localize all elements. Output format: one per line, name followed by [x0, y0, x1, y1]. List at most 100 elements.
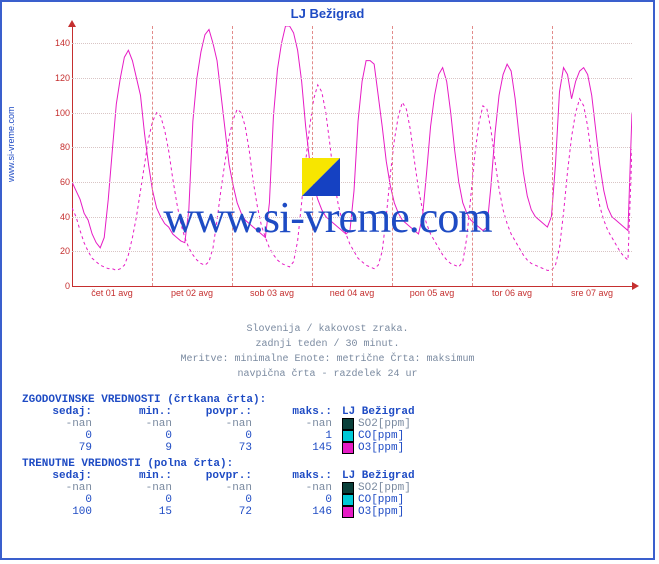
- table-cell: 0: [22, 494, 102, 506]
- table-row: 0000CO[ppm]: [22, 494, 415, 506]
- table-cell: 15: [102, 506, 182, 518]
- gridline-h: [72, 217, 632, 218]
- table-cell: 145: [262, 442, 342, 454]
- table-cell: 73: [182, 442, 262, 454]
- table-cell: 0: [102, 494, 182, 506]
- series-name-cell: CO[ppm]: [342, 430, 404, 442]
- series-label: SO2[ppm]: [358, 482, 411, 494]
- table-cell: -nan: [102, 482, 182, 494]
- chart-frame: LJ Bežigrad www.si-vreme.com 02040608010…: [0, 0, 655, 560]
- table-cell: -nan: [262, 418, 342, 430]
- y-tick-label: 80: [48, 142, 70, 152]
- y-tick-label: 0: [48, 281, 70, 291]
- series-name-cell: SO2[ppm]: [342, 418, 411, 430]
- caption-line: zadnji teden / 30 minut.: [2, 337, 653, 352]
- series-swatch-icon: [342, 482, 354, 494]
- series-name-cell: SO2[ppm]: [342, 482, 411, 494]
- table-cell: -nan: [182, 482, 262, 494]
- table-cell: -nan: [182, 418, 262, 430]
- x-tick-label: ned 04 avg: [330, 288, 375, 298]
- table-header-cell: sedaj:: [22, 406, 102, 418]
- table-header-cell: sedaj:: [22, 470, 102, 482]
- table-cell: 146: [262, 506, 342, 518]
- gridline-v: [392, 26, 393, 286]
- series-label: CO[ppm]: [358, 494, 404, 506]
- series-swatch-icon: [342, 494, 354, 506]
- plot-area: [72, 26, 632, 286]
- caption-line: navpična črta - razdelek 24 ur: [2, 367, 653, 382]
- table-header-row: sedaj:min.:povpr.:maks.:LJ Bežigrad: [22, 406, 415, 418]
- table-cell: 9: [102, 442, 182, 454]
- y-axis-source-label: www.si-vreme.com: [6, 106, 16, 182]
- x-axis: [72, 286, 632, 287]
- caption-line: Slovenija / kakovost zraka.: [2, 322, 653, 337]
- gridline-h: [72, 147, 632, 148]
- table-cell: 72: [182, 506, 262, 518]
- table-header-cell: LJ Bežigrad: [342, 406, 415, 418]
- series-swatch-icon: [342, 506, 354, 518]
- table-cell: -nan: [262, 482, 342, 494]
- chart-title: LJ Bežigrad: [2, 2, 653, 21]
- table-header-cell: min.:: [102, 406, 182, 418]
- gridline-v: [472, 26, 473, 286]
- table-header-cell: maks.:: [262, 470, 342, 482]
- series-swatch-icon: [342, 430, 354, 442]
- table-row: 79973145 O3[ppm]: [22, 442, 415, 454]
- series-solid: [72, 26, 632, 248]
- series-label: O3[ppm]: [358, 442, 404, 454]
- table-cell: 100: [22, 506, 102, 518]
- table-row: -nan-nan-nan-nanSO2[ppm]: [22, 418, 415, 430]
- table-header-cell: LJ Bežigrad: [342, 470, 415, 482]
- caption-line: Meritve: minimalne Enote: metrične Črta:…: [2, 352, 653, 367]
- table-header-cell: maks.:: [262, 406, 342, 418]
- gridline-h: [72, 43, 632, 44]
- table-cell: 0: [102, 430, 182, 442]
- table-cell: 79: [22, 442, 102, 454]
- gridline-h: [72, 182, 632, 183]
- data-tables: ZGODOVINSKE VREDNOSTI (črtkana črta):sed…: [22, 390, 415, 518]
- chart-caption: Slovenija / kakovost zraka. zadnji teden…: [2, 322, 653, 382]
- chart-area: 020406080100120140čet 01 avgpet 02 avgso…: [46, 26, 638, 306]
- y-tick-label: 60: [48, 177, 70, 187]
- y-tick-label: 20: [48, 246, 70, 256]
- y-tick-label: 40: [48, 212, 70, 222]
- line-chart-svg: [72, 26, 632, 286]
- table-section-title: TRENUTNE VREDNOSTI (polna črta):: [22, 458, 415, 470]
- x-tick-label: sob 03 avg: [250, 288, 294, 298]
- series-name-cell: CO[ppm]: [342, 494, 404, 506]
- table-row: 1001572146 O3[ppm]: [22, 506, 415, 518]
- table-section-title: ZGODOVINSKE VREDNOSTI (črtkana črta):: [22, 394, 415, 406]
- gridline-v: [152, 26, 153, 286]
- table-cell: 0: [22, 430, 102, 442]
- table-row: -nan-nan-nan-nanSO2[ppm]: [22, 482, 415, 494]
- gridline-v: [312, 26, 313, 286]
- table-header-cell: min.:: [102, 470, 182, 482]
- series-label: CO[ppm]: [358, 430, 404, 442]
- series-swatch-icon: [342, 442, 354, 454]
- table-row: 0001CO[ppm]: [22, 430, 415, 442]
- table-header-cell: povpr.:: [182, 406, 262, 418]
- table-header-cell: povpr.:: [182, 470, 262, 482]
- series-label: O3[ppm]: [358, 506, 404, 518]
- gridline-v: [232, 26, 233, 286]
- series-name-cell: O3[ppm]: [342, 442, 404, 454]
- table-cell: -nan: [22, 482, 102, 494]
- y-tick-label: 100: [48, 108, 70, 118]
- table-cell: -nan: [102, 418, 182, 430]
- table-cell: 1: [262, 430, 342, 442]
- gridline-h: [72, 78, 632, 79]
- series-name-cell: O3[ppm]: [342, 506, 404, 518]
- gridline-v: [552, 26, 553, 286]
- table-cell: 0: [182, 430, 262, 442]
- table-cell: 0: [182, 494, 262, 506]
- table-header-row: sedaj:min.:povpr.:maks.:LJ Bežigrad: [22, 470, 415, 482]
- series-label: SO2[ppm]: [358, 418, 411, 430]
- x-tick-label: pon 05 avg: [410, 288, 455, 298]
- gridline-h: [72, 251, 632, 252]
- x-tick-label: pet 02 avg: [171, 288, 213, 298]
- x-tick-label: tor 06 avg: [492, 288, 532, 298]
- series-swatch-icon: [342, 418, 354, 430]
- x-tick-label: sre 07 avg: [571, 288, 613, 298]
- table-cell: -nan: [22, 418, 102, 430]
- x-axis-arrow-icon: [632, 282, 639, 290]
